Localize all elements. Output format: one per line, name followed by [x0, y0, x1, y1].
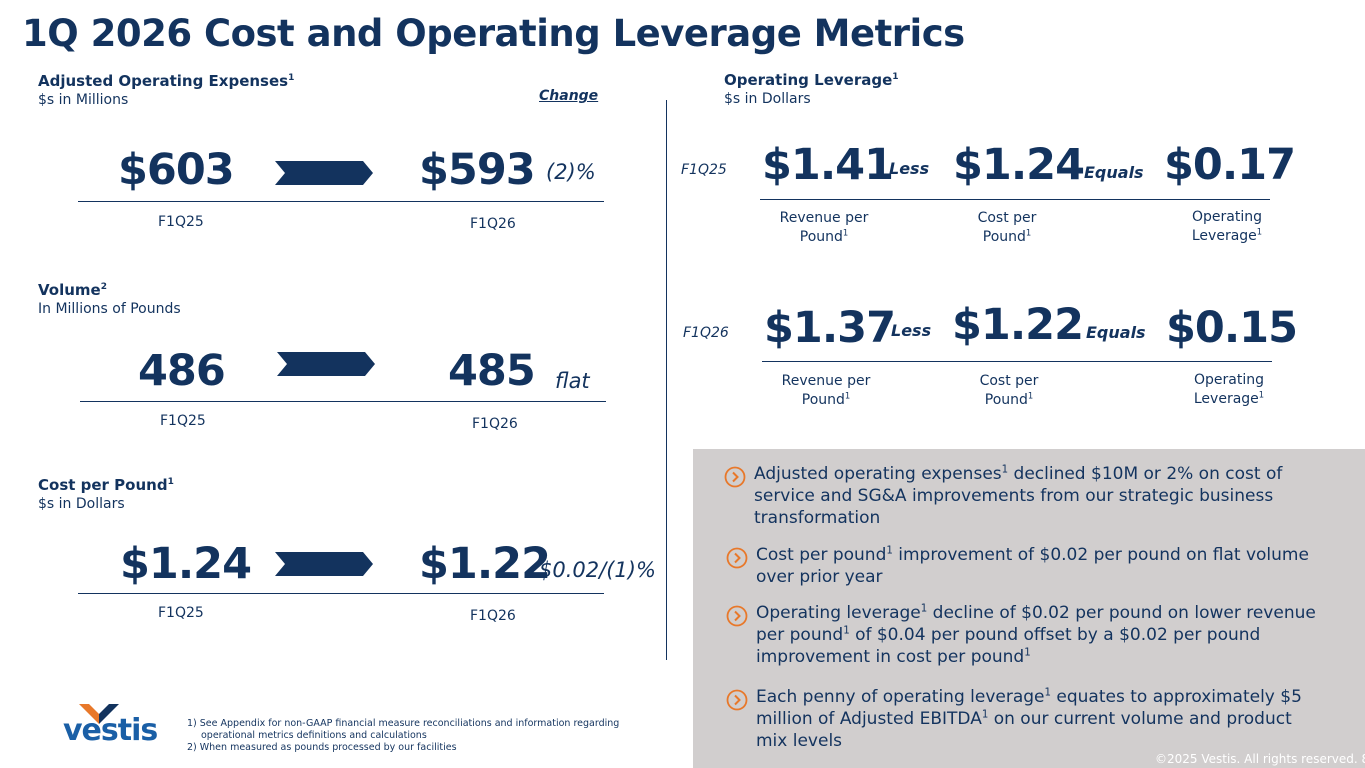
adj-opex-prior-label: F1Q25: [158, 214, 204, 230]
ol-row1-revenue: $1.41: [762, 140, 894, 190]
ol-row1-less: Less: [889, 159, 930, 178]
adj-opex-prior-value: $603: [118, 145, 235, 195]
cost-per-pound-arrow-icon: [275, 552, 373, 576]
page-title: 1Q 2026 Cost and Operating Leverage Metr…: [22, 12, 965, 55]
adj-opex-current-value: $593: [419, 145, 536, 195]
volume-prior-label: F1Q25: [160, 413, 206, 429]
operating-leverage-title: Operating Leverage1: [724, 71, 899, 89]
commentary-panel: [693, 449, 1365, 768]
copyright: ©2025 Vestis. All rights reserved. 8: [1155, 752, 1365, 766]
chevron-right-circle-icon: [726, 689, 748, 711]
volume-prior-value: 486: [138, 346, 226, 396]
ol-row2-less: Less: [891, 321, 932, 340]
vestis-logo-icon: [79, 704, 119, 724]
cost-per-pound-subtitle: $s in Dollars: [38, 496, 125, 512]
adj-opex-subtitle: $s in Millions: [38, 92, 129, 108]
ol-row1-leverage: $0.17: [1164, 140, 1296, 190]
column-separator: [666, 100, 667, 660]
adj-opex-title: Adjusted Operating Expenses1: [38, 72, 295, 90]
ol-row1-equals: Equals: [1084, 163, 1144, 182]
volume-change: flat: [555, 369, 590, 393]
bullet-item: Cost per pound1 improvement of $0.02 per…: [726, 544, 1326, 588]
bullet-item: Adjusted operating expenses1 declined $1…: [724, 463, 1344, 529]
divider: [78, 201, 604, 202]
adj-opex-arrow-icon: [275, 161, 373, 185]
ol-row1-revenue-label: Revenue per Pound1: [779, 210, 869, 245]
chevron-right-circle-icon: [726, 605, 748, 627]
change-column-header: Change: [539, 88, 599, 104]
footnote-1-cont: operational metrics definitions and calc…: [201, 730, 427, 741]
ol-row1-cost: $1.24: [953, 140, 1085, 190]
volume-title: Volume2: [38, 281, 107, 299]
divider: [762, 361, 1272, 362]
volume-current-label: F1Q26: [472, 416, 518, 432]
cost-per-pound-prior-value: $1.24: [120, 539, 252, 589]
volume-arrow-icon: [277, 352, 375, 376]
adj-opex-current-label: F1Q26: [470, 216, 516, 232]
ol-row2-revenue: $1.37: [764, 303, 896, 353]
operating-leverage-subtitle: $s in Dollars: [724, 91, 811, 107]
adj-opex-change: (2)%: [546, 160, 596, 184]
ol-row2-cost: $1.22: [952, 300, 1084, 350]
ol-row1-cost-label: Cost per Pound1: [977, 210, 1037, 245]
divider: [80, 401, 606, 402]
bullet-text: Cost per pound1 improvement of $0.02 per…: [756, 545, 1309, 587]
bullet-item: Each penny of operating leverage1 equate…: [726, 686, 1326, 752]
divider: [760, 199, 1270, 200]
divider: [78, 593, 604, 594]
ol-row1-period: F1Q25: [681, 162, 727, 178]
cost-per-pound-current-label: F1Q26: [470, 608, 516, 624]
footnotes: 1) See Appendix for non-GAAP financial m…: [187, 718, 657, 754]
bullet-text: Adjusted operating expenses1 declined $1…: [754, 464, 1283, 528]
ol-row1-leverage-label: Operating Leverage1: [1191, 209, 1263, 244]
ol-row2-cost-label: Cost per Pound1: [979, 373, 1039, 408]
volume-current-value: 485: [448, 346, 536, 396]
cost-per-pound-current-value: $1.22: [419, 539, 551, 589]
ol-row2-leverage-label: Operating Leverage1: [1193, 372, 1265, 407]
chevron-right-circle-icon: [726, 547, 748, 569]
ol-row2-leverage: $0.15: [1166, 303, 1298, 353]
vestis-logo-text: vestis: [63, 713, 158, 748]
ol-row2-revenue-label: Revenue per Pound1: [781, 373, 871, 408]
bullet-text: Each penny of operating leverage1 equate…: [756, 687, 1302, 751]
footnote-2: 2) When measured as pounds processed by …: [187, 742, 457, 753]
footnote-1: 1) See Appendix for non-GAAP financial m…: [187, 718, 620, 729]
bullet-item: Operating leverage1 decline of $0.02 per…: [726, 602, 1326, 668]
ol-row2-equals: Equals: [1086, 323, 1146, 342]
volume-subtitle: In Millions of Pounds: [38, 301, 181, 317]
bullet-text: Operating leverage1 decline of $0.02 per…: [756, 603, 1316, 667]
cost-per-pound-title: Cost per Pound1: [38, 476, 174, 494]
chevron-right-circle-icon: [724, 466, 746, 488]
cost-per-pound-prior-label: F1Q25: [158, 605, 204, 621]
ol-row2-period: F1Q26: [683, 325, 729, 341]
cost-per-pound-change: $0.02/(1)%: [539, 558, 656, 582]
